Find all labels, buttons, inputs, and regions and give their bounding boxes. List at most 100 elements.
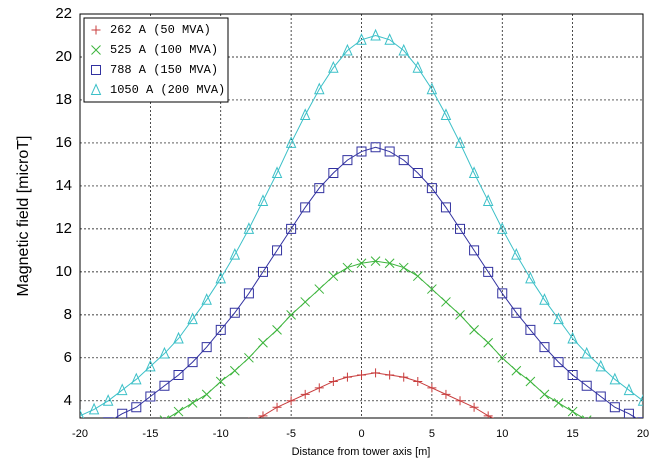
marker bbox=[145, 391, 156, 402]
marker bbox=[511, 307, 522, 318]
marker bbox=[581, 346, 592, 359]
marker bbox=[328, 168, 339, 179]
marker bbox=[455, 309, 465, 320]
marker bbox=[427, 383, 437, 393]
marker bbox=[412, 271, 423, 282]
marker bbox=[258, 337, 268, 348]
marker bbox=[116, 383, 128, 396]
marker bbox=[229, 247, 241, 260]
marker bbox=[398, 43, 409, 56]
marker bbox=[539, 342, 550, 353]
legend-label: 525 A (100 MVA) bbox=[110, 43, 218, 57]
y-tick-label: 8 bbox=[64, 306, 72, 323]
marker bbox=[286, 396, 296, 406]
marker bbox=[173, 370, 184, 381]
marker bbox=[145, 359, 156, 372]
marker bbox=[201, 293, 212, 305]
marker bbox=[117, 408, 128, 418]
legend-label: 1050 A (200 MVA) bbox=[110, 83, 225, 97]
marker bbox=[496, 222, 508, 234]
marker bbox=[440, 108, 452, 120]
marker bbox=[159, 346, 170, 359]
marker bbox=[525, 324, 536, 335]
marker bbox=[342, 372, 352, 382]
marker bbox=[271, 166, 283, 179]
marker bbox=[370, 142, 381, 153]
marker bbox=[299, 108, 311, 120]
marker bbox=[609, 402, 620, 413]
marker bbox=[285, 136, 297, 148]
y-tick-label: 16 bbox=[55, 134, 72, 151]
x-tick-label: 5 bbox=[429, 428, 435, 440]
marker bbox=[286, 223, 297, 234]
marker bbox=[272, 402, 282, 412]
marker bbox=[384, 258, 395, 269]
marker bbox=[609, 372, 621, 385]
legend: 262 A (50 MVA) 525 A (100 MVA) 788 A (150 … bbox=[83, 17, 229, 103]
marker bbox=[553, 357, 564, 368]
marker bbox=[539, 389, 550, 400]
marker bbox=[356, 146, 367, 157]
marker bbox=[159, 415, 170, 418]
marker bbox=[342, 262, 353, 273]
marker bbox=[257, 266, 268, 277]
marker bbox=[300, 297, 311, 307]
marker bbox=[131, 372, 142, 385]
marker bbox=[637, 394, 643, 406]
marker bbox=[539, 293, 550, 305]
y-tick-label: 12 bbox=[55, 220, 72, 237]
marker bbox=[102, 394, 114, 406]
marker bbox=[441, 389, 451, 399]
marker bbox=[567, 406, 578, 417]
marker bbox=[90, 83, 102, 95]
marker bbox=[469, 245, 480, 256]
marker bbox=[483, 411, 493, 418]
x-tick-label: 0 bbox=[358, 428, 364, 440]
marker bbox=[567, 331, 578, 344]
marker bbox=[567, 370, 578, 381]
marker bbox=[426, 183, 437, 194]
marker bbox=[426, 82, 438, 95]
y-tick-label: 10 bbox=[55, 263, 72, 280]
marker bbox=[173, 406, 184, 417]
marker bbox=[342, 155, 353, 166]
marker bbox=[370, 28, 381, 41]
marker bbox=[483, 337, 494, 348]
marker bbox=[243, 288, 254, 299]
marker bbox=[215, 376, 226, 387]
marker bbox=[413, 376, 423, 386]
marker bbox=[595, 359, 607, 372]
legend-label: 788 A (150 MVA) bbox=[110, 63, 218, 77]
marker bbox=[638, 417, 643, 418]
marker bbox=[511, 247, 522, 260]
marker bbox=[328, 376, 338, 386]
marker bbox=[173, 331, 184, 344]
y-tick-label: 18 bbox=[55, 91, 72, 108]
marker bbox=[497, 288, 508, 299]
marker bbox=[501, 417, 503, 418]
marker bbox=[469, 402, 479, 412]
marker bbox=[258, 411, 268, 418]
marker bbox=[257, 194, 269, 206]
x-tick-label: -15 bbox=[142, 428, 158, 440]
marker bbox=[370, 256, 381, 266]
marker bbox=[412, 61, 424, 73]
marker bbox=[482, 194, 494, 206]
marker bbox=[525, 376, 536, 387]
marker bbox=[441, 297, 451, 307]
x-tick-label: -10 bbox=[213, 428, 229, 440]
marker bbox=[187, 312, 198, 325]
marker bbox=[300, 202, 311, 213]
y-tick-label: 4 bbox=[64, 392, 72, 409]
marker bbox=[581, 415, 592, 418]
marker bbox=[314, 383, 324, 393]
marker bbox=[497, 352, 508, 363]
marker bbox=[356, 258, 367, 269]
marker bbox=[356, 33, 367, 45]
x-tick-label: 20 bbox=[637, 428, 649, 440]
marker bbox=[469, 325, 479, 335]
marker bbox=[88, 402, 100, 415]
marker bbox=[91, 45, 101, 55]
marker bbox=[371, 368, 381, 378]
